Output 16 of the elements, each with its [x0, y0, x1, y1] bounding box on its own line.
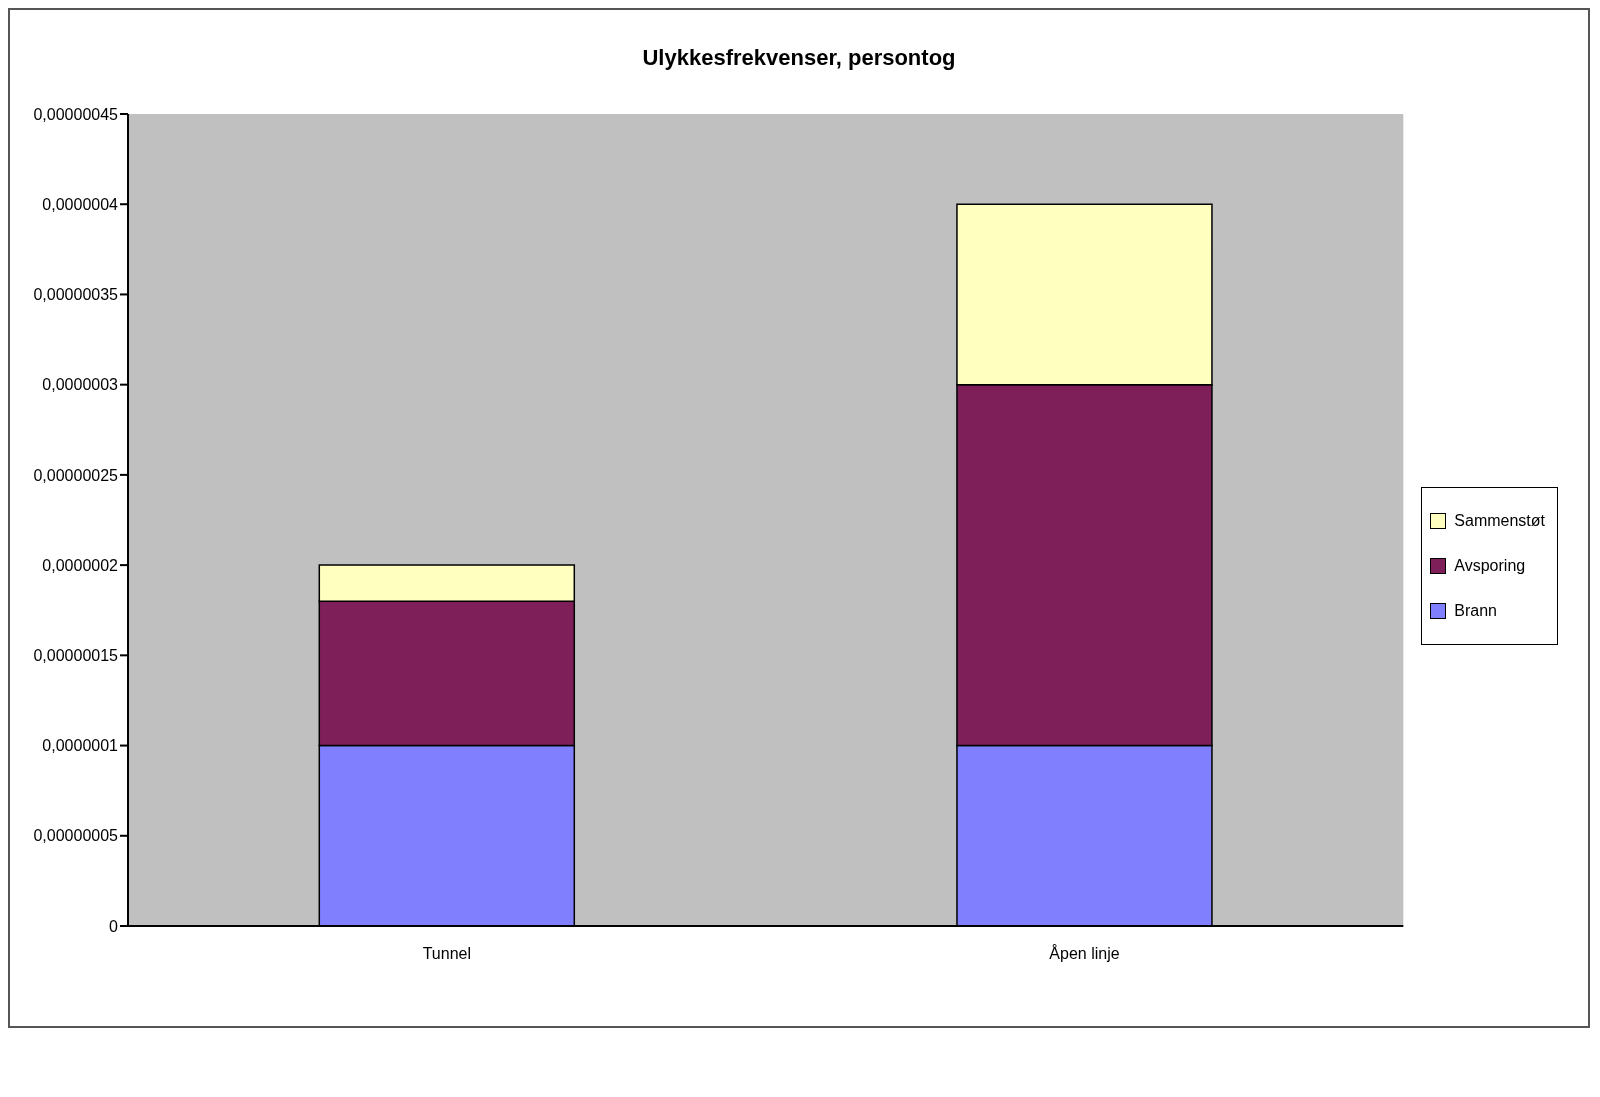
legend-label: Brann	[1454, 602, 1498, 621]
x-tick-label: Åpen linje	[1049, 944, 1120, 963]
y-tick-label: 0,00000005	[33, 827, 119, 845]
y-tick-label: 0,00000015	[33, 647, 119, 665]
x-tick-label: Tunnel	[422, 945, 471, 963]
y-tick-label: 0,00000025	[33, 466, 119, 484]
y-tick-label: 0,0000002	[42, 556, 119, 574]
y-tick-label: 0,00000035	[33, 286, 119, 304]
y-tick-label: 0,0000003	[42, 376, 119, 394]
chart-title: Ulykkesfrekvenser, persontog	[641, 44, 957, 72]
y-tick-label: 0	[109, 917, 119, 935]
legend-label: Avsporing	[1454, 556, 1526, 575]
legend-label: Sammenstøt	[1454, 511, 1545, 530]
y-tick-label: 0,0000004	[42, 195, 119, 213]
y-tick-label: 0,00000045	[33, 105, 119, 123]
y-tick-label: 0,0000001	[42, 737, 119, 755]
